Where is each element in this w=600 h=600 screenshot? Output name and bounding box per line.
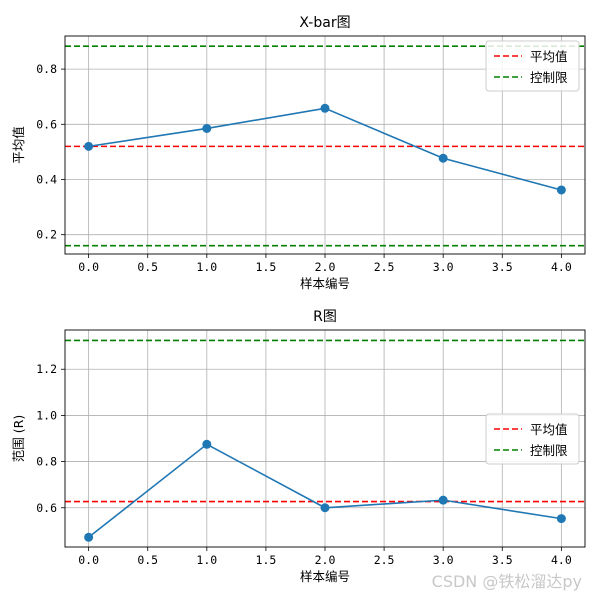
x-tick-label: 3.5 — [492, 260, 513, 274]
x-tick-label: 4.0 — [551, 553, 572, 567]
x-tick-label: 2.0 — [315, 553, 336, 567]
x-tick-label: 1.0 — [196, 553, 217, 567]
chart-title: R图 — [313, 309, 337, 325]
x-tick-label: 0.0 — [78, 553, 99, 567]
chart-panel-1: 0.0 0.5 1.0 1.5 2.0 2.5 3.0 3.5 4.0 0.2 0.4 0.6 0.8 X… — [11, 15, 586, 291]
legend-label: 控制限 — [530, 443, 568, 458]
y-axis-label: 范围 (R) — [11, 415, 26, 462]
x-tick-label: 2.0 — [315, 260, 336, 274]
data-point — [202, 123, 212, 133]
data-point — [438, 153, 448, 163]
y-tick-label: 0.4 — [36, 172, 57, 186]
data-point — [202, 439, 212, 449]
x-tick-label: 4.0 — [551, 260, 572, 274]
data-point — [84, 532, 94, 542]
x-tick-label: 0.5 — [137, 553, 158, 567]
x-tick-label: 2.5 — [374, 553, 395, 567]
legend-box — [485, 40, 580, 92]
y-tick-label: 0.8 — [36, 455, 57, 469]
x-tick-label: 1.0 — [196, 260, 217, 274]
data-point — [438, 495, 448, 505]
x-tick-label: 1.5 — [256, 260, 277, 274]
y-tick-label: 0.6 — [36, 501, 57, 515]
y-tick-label: 0.6 — [36, 117, 57, 131]
y-tick-label: 1.2 — [36, 362, 57, 376]
legend-label: 平均值 — [530, 49, 568, 64]
x-tick-label: 0.0 — [78, 260, 99, 274]
legend-label: 控制限 — [530, 70, 568, 85]
x-axis-label: 样本编号 — [300, 276, 350, 291]
y-axis-label: 平均值 — [11, 126, 26, 164]
legend-box — [485, 413, 580, 465]
y-tick-label: 0.2 — [36, 228, 57, 242]
y-tick-label: 1.0 — [36, 408, 57, 422]
chart-panel-2: 0.0 0.5 1.0 1.5 2.0 2.5 3.0 3.5 4.0 0.6 0.8 1.0 1.2 R… — [11, 309, 586, 584]
data-point — [84, 141, 94, 151]
data-point — [320, 103, 330, 113]
data-point — [556, 185, 566, 195]
x-tick-label: 1.5 — [256, 553, 277, 567]
x-axis-label: 样本编号 — [300, 569, 350, 584]
chart-title: X-bar图 — [299, 15, 350, 31]
y-tick-label: 0.8 — [36, 62, 57, 76]
x-tick-label: 2.5 — [374, 260, 395, 274]
data-point — [320, 503, 330, 513]
x-tick-label: 3.0 — [433, 553, 454, 567]
x-tick-label: 3.0 — [433, 260, 454, 274]
x-tick-label: 3.5 — [492, 553, 513, 567]
x-tick-label: 0.5 — [137, 260, 158, 274]
csdn-watermark: CSDN @铁松溜达py — [431, 572, 582, 591]
legend-label: 平均值 — [530, 422, 568, 437]
data-point — [556, 514, 566, 524]
